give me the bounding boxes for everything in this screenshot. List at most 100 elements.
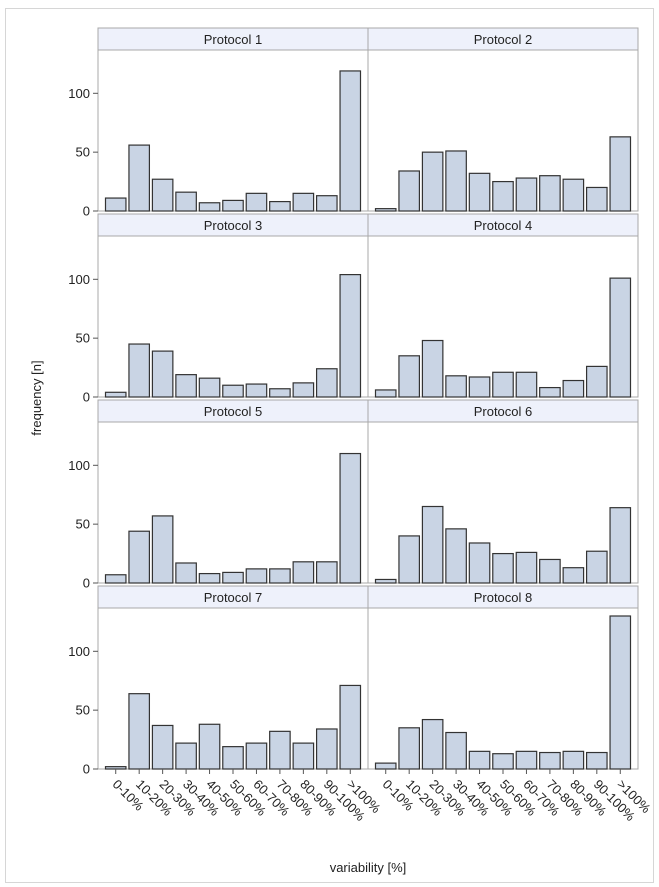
panel-3-bar-10 [315,368,338,398]
panel-4-bar-10 [585,365,608,398]
panel-3-bar-7 [245,383,268,398]
panel-6-title: Protocol 6 [474,404,533,419]
panel-6-bar-7 [515,551,538,584]
panel-3-bar-11 [339,274,362,398]
panel-8-bar-9 [562,750,585,770]
panel-8-bar-10 [585,751,608,770]
panel-2-bar-7 [515,177,538,212]
panel-2-title: Protocol 2 [474,32,533,47]
panel-3-bar-1 [104,391,127,398]
panel-3-bar-8 [269,388,291,398]
panel-5-bar-1 [104,574,127,584]
panel-6-bar-10 [585,550,608,584]
panel-4-bar-9 [562,379,585,398]
panel-4-bar-4 [445,375,467,398]
panel-5-ytick-label-50: 50 [76,517,90,532]
panel-3-bar-3 [151,350,174,398]
panel-3-bar-9 [292,382,315,398]
panel-2-bar-5 [468,172,491,212]
panel-2-bar-4 [445,150,467,212]
panel-1-bar-5 [198,202,221,212]
panel-1-bar-10 [315,195,338,212]
panel-1-bar-6 [222,199,244,212]
panel-5-bar-7 [245,568,268,584]
panel-8-bar-11 [609,615,632,770]
panel-3-ytick-label-0: 0 [83,390,90,405]
y-axis-title: frequency [n] [29,360,44,435]
panel-8-title: Protocol 8 [474,590,533,605]
panel-1-ytick-label-50: 50 [76,145,90,160]
panel-1-bar-4 [175,191,197,212]
panel-6-bar-3 [421,505,444,584]
panel-2-bar-3 [421,151,444,212]
panel-4-bar-1 [374,389,397,398]
panel-3-bar-2 [128,343,151,398]
panel-8-bar-1 [374,762,397,770]
panel-5-bar-2 [128,530,151,584]
panel-2-bar-11 [609,136,632,212]
panel-4-bar-11 [609,277,632,398]
panel-6-bar-1 [374,578,397,584]
panel-6-bar-2 [398,535,421,584]
panel-5-title: Protocol 5 [204,404,263,419]
panel-4-bar-3 [421,339,444,398]
panel-2-bar-8 [539,175,561,212]
panel-6-bar-9 [562,567,585,584]
panel-6-bar-6 [492,552,514,584]
panel-3-ytick-label-100: 100 [68,272,90,287]
panel-1-bar-2 [128,144,151,212]
panel-5-bar-5 [198,572,221,584]
panel-3-bar-4 [175,374,197,398]
panel-1-bar-7 [245,192,268,212]
panel-8-bar-8 [539,751,561,770]
panel-1-bar-1 [104,197,127,212]
panel-7-bar-5 [198,723,221,770]
panel-5-bar-10 [315,561,338,584]
panel-8-bar-2 [398,727,421,770]
panel-8-bar-6 [492,753,514,770]
panel-6-bar-5 [468,542,491,584]
panel-7-bar-1 [104,766,127,770]
panel-3-bar-6 [222,384,244,398]
panel-7-ytick-label-50: 50 [76,703,90,718]
panel-1-bar-8 [269,200,291,212]
panel-1-bar-11 [339,70,362,212]
panel-3-title: Protocol 3 [204,218,263,233]
panel-8-bar-3 [421,718,444,770]
panel-1-title: Protocol 1 [204,32,263,47]
panel-7-bar-4 [175,742,197,770]
panel-4-title: Protocol 4 [474,218,533,233]
panel-2-bar-6 [492,180,514,212]
panel-7-bar-3 [151,724,174,770]
panel-7-bar-9 [292,742,315,770]
panel-7-bar-8 [269,730,291,770]
panel-4-bar-5 [468,376,491,398]
panel-7-ytick-label-100: 100 [68,644,90,659]
panel-1-ytick-label-100: 100 [68,86,90,101]
panel-8-bar-5 [468,750,491,770]
panel-7-bar-6 [222,746,244,770]
panel-1-bar-9 [292,192,315,212]
panel-3-ytick-label-50: 50 [76,331,90,346]
panel-5-ytick-label-0: 0 [83,576,90,591]
panel-4-bar-6 [492,371,514,398]
panel-7-bar-7 [245,742,268,770]
x-axis-title: variability [%] [330,860,407,875]
panel-4-bar-2 [398,355,421,398]
panel-5-bar-6 [222,571,244,584]
panel-6-bar-11 [609,507,632,584]
panel-5-bar-8 [269,568,291,584]
panel-5-bar-4 [175,562,197,584]
panel-6-bar-4 [445,528,467,584]
panel-5-ytick-label-100: 100 [68,458,90,473]
panel-7-bar-2 [128,693,151,770]
panel-2-bar-9 [562,178,585,212]
panel-7-bar-10 [315,728,338,770]
panel-7-title: Protocol 7 [204,590,263,605]
panel-7-bar-11 [339,684,362,770]
panel-8-bar-7 [515,750,538,770]
panel-1-ytick-label-0: 0 [83,204,90,219]
panel-4-bar-7 [515,371,538,398]
panel-7-ytick-label-0: 0 [83,762,90,777]
panel-3-bar-5 [198,377,221,398]
